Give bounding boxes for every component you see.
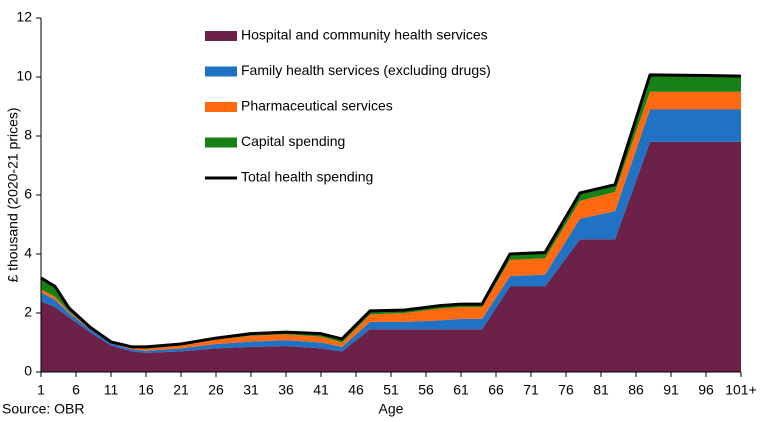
x-tick-label: 101+ — [725, 382, 757, 398]
x-tick-label: 21 — [173, 382, 189, 398]
x-tick-label: 81 — [593, 382, 609, 398]
y-tick-label: 6 — [24, 186, 32, 202]
y-tick-label: 8 — [24, 127, 32, 143]
area — [41, 109, 741, 353]
x-tick-label: 46 — [348, 382, 364, 398]
y-tick-label: 10 — [16, 68, 32, 84]
legend-label: Total health spending — [241, 169, 373, 185]
legend-swatch — [205, 102, 237, 112]
total-line — [40, 73, 742, 349]
x-tick-label: 86 — [628, 382, 644, 398]
x-tick-label: 66 — [488, 382, 504, 398]
x-tick-label: 41 — [313, 382, 329, 398]
x-tick-label: 11 — [104, 382, 119, 398]
x-tick-label: 16 — [138, 382, 154, 398]
y-tick-label: 12 — [16, 9, 32, 25]
legend-label: Hospital and community health services — [241, 27, 488, 43]
x-tick-label: 1 — [37, 382, 45, 398]
x-tick-label: 56 — [418, 382, 434, 398]
legend-swatch — [205, 31, 237, 41]
y-tick-label: 4 — [24, 245, 32, 261]
x-tick-label: 6 — [72, 382, 80, 398]
x-tick-label: 91 — [663, 382, 679, 398]
x-tick-label: 26 — [208, 382, 224, 398]
x-tick-label: 96 — [698, 382, 714, 398]
x-tick-label: 61 — [453, 382, 469, 398]
legend-label: Pharmaceutical services — [241, 98, 393, 114]
y-tick-label: 0 — [24, 363, 32, 379]
area — [41, 141, 741, 372]
y-tick-label: 2 — [24, 304, 32, 320]
legend-label: Family health services (excluding drugs) — [241, 62, 491, 78]
legend-swatch — [205, 66, 237, 77]
x-tick-label: 31 — [243, 382, 259, 398]
x-tick-label: 76 — [558, 382, 574, 398]
legend-swatch — [205, 137, 237, 148]
x-axis-label: Age — [379, 401, 404, 417]
x-tick-label: 36 — [278, 382, 294, 398]
y-axis-label: £ thousand (2020-21 prices) — [5, 107, 21, 282]
x-tick-label: 71 — [523, 382, 539, 398]
source: Source: OBR — [2, 401, 84, 417]
x-tick-label: 51 — [383, 382, 399, 398]
legend-label: Capital spending — [241, 133, 345, 149]
